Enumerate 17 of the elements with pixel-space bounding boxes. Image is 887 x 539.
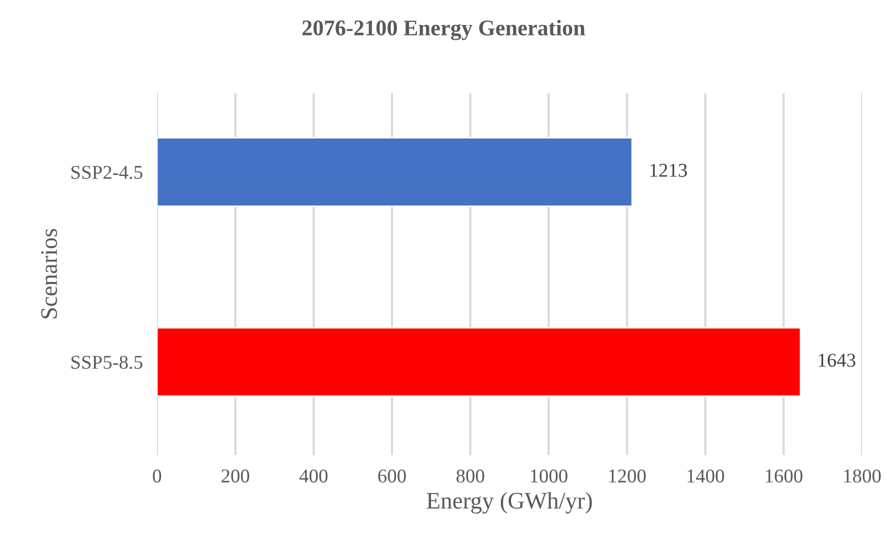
x-tick-label: 0 xyxy=(152,469,162,483)
y-tick-label: SSP2-4.5 xyxy=(71,166,142,180)
x-tick-label: 1400 xyxy=(688,469,724,483)
x-tick-label: 1800 xyxy=(844,469,881,483)
x-tick-label: 800 xyxy=(456,469,484,483)
y-axis-title: Scenarios xyxy=(41,228,58,318)
x-tick-label: 1600 xyxy=(766,469,802,483)
x-axis-title: Energy (GWh/yr) xyxy=(426,492,592,514)
x-tick-label: 200 xyxy=(222,469,250,483)
x-tick-label: 600 xyxy=(378,469,406,483)
chart-title: 2076-2100 Energy Generation xyxy=(302,20,586,40)
y-tick-label: SSP5-8.5 xyxy=(71,356,142,369)
x-tick-label: 1200 xyxy=(609,469,646,483)
x-tick-label: 400 xyxy=(299,469,328,483)
data-label: 1213 xyxy=(650,164,687,177)
x-tick-label: 1000 xyxy=(530,469,568,483)
data-label: 1643 xyxy=(818,354,856,367)
